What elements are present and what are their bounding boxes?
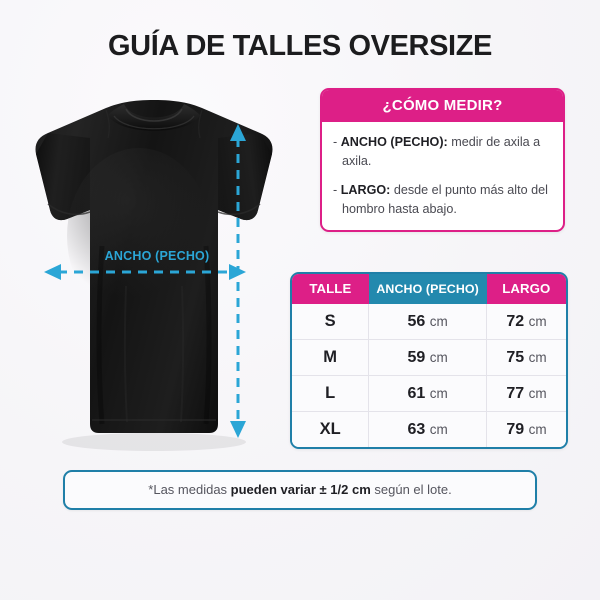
measure-instruction-length: - LARGO: desde el punto más alto del hom… [333, 181, 550, 218]
ancho-value: 61 [407, 384, 426, 402]
chest-width-label: ANCHO (PECHO) [104, 249, 210, 263]
table-row: XL 63 cm 79 cm [292, 411, 566, 447]
largo-value: 75 [506, 348, 525, 366]
cell-talle: M [292, 339, 370, 376]
ancho-value: 63 [407, 420, 426, 438]
measure-term-length: LARGO: [340, 183, 391, 197]
table-row: M 59 cm 75 cm [292, 339, 566, 376]
size-table: TALLE ANCHO (PECHO) LARGO S 56 cm 72 cm … [290, 272, 568, 449]
largo-value: 72 [506, 312, 525, 330]
measure-desc-width: medir de axila a axila. [342, 135, 541, 168]
ancho-value: 56 [407, 312, 426, 330]
page-title: GUÍA DE TALLES OVERSIZE [108, 30, 492, 62]
cell-talle: L [292, 375, 370, 412]
cell-ancho: 61 cm [368, 375, 488, 412]
ancho-unit: cm [429, 313, 448, 329]
largo-unit: cm [528, 421, 547, 437]
bullet-dash-length: - [333, 183, 338, 197]
largo-value: 79 [506, 420, 525, 438]
cell-ancho: 63 cm [368, 411, 488, 447]
size-table-grid: TALLE ANCHO (PECHO) LARGO S 56 cm 72 cm … [292, 274, 566, 447]
largo-value: 77 [506, 384, 525, 402]
ancho-value: 59 [407, 348, 426, 366]
table-row: L 61 cm 77 cm [292, 375, 566, 412]
measure-instruction-width: - ANCHO (PECHO): medir de axila a axila. [333, 133, 550, 170]
ancho-unit: cm [429, 349, 448, 365]
ancho-unit: cm [429, 421, 448, 437]
table-row: S 56 cm 72 cm [292, 304, 566, 340]
how-to-measure-body: - ANCHO (PECHO): medir de axila a axila.… [322, 122, 563, 230]
cell-largo: 72 cm [486, 304, 566, 340]
cell-ancho: 59 cm [368, 339, 488, 376]
header-ancho: ANCHO (PECHO) [368, 274, 487, 304]
bullet-dash-width: - [333, 135, 338, 149]
cell-talle: XL [292, 411, 370, 447]
ancho-unit: cm [429, 385, 448, 401]
size-table-head: TALLE ANCHO (PECHO) LARGO [292, 274, 566, 304]
note-suffix: según el lote. [370, 482, 452, 497]
measurement-disclaimer: *Las medidas pueden variar ± 1/2 cm segú… [63, 470, 537, 510]
measure-term-width: ANCHO (PECHO): [340, 135, 448, 149]
cell-largo: 77 cm [486, 375, 566, 412]
note-prefix: *Las medidas [148, 482, 231, 497]
how-to-measure-card: ¿CÓMO MEDIR? - ANCHO (PECHO): medir de a… [320, 88, 565, 232]
measure-desc-length: desde el punto más alto del hombro hasta… [342, 183, 548, 216]
tshirt-graphic [35, 100, 273, 451]
largo-unit: cm [528, 313, 547, 329]
header-talle: TALLE [292, 274, 369, 304]
size-table-body: S 56 cm 72 cm M 59 cm 75 cm L 61 cm 77 c… [292, 304, 566, 447]
largo-unit: cm [528, 349, 547, 365]
table-header-row: TALLE ANCHO (PECHO) LARGO [292, 274, 566, 304]
cell-ancho: 56 cm [368, 304, 488, 340]
tshirt-illustration: ANCHO (PECHO) [14, 86, 294, 458]
how-to-measure-heading: ¿CÓMO MEDIR? [322, 90, 563, 122]
header-largo: LARGO [486, 274, 566, 304]
note-bold: pueden variar ± 1/2 cm [230, 482, 371, 497]
cell-largo: 75 cm [486, 339, 566, 376]
largo-unit: cm [528, 385, 547, 401]
cell-talle: S [292, 304, 370, 340]
cell-largo: 79 cm [486, 411, 566, 447]
